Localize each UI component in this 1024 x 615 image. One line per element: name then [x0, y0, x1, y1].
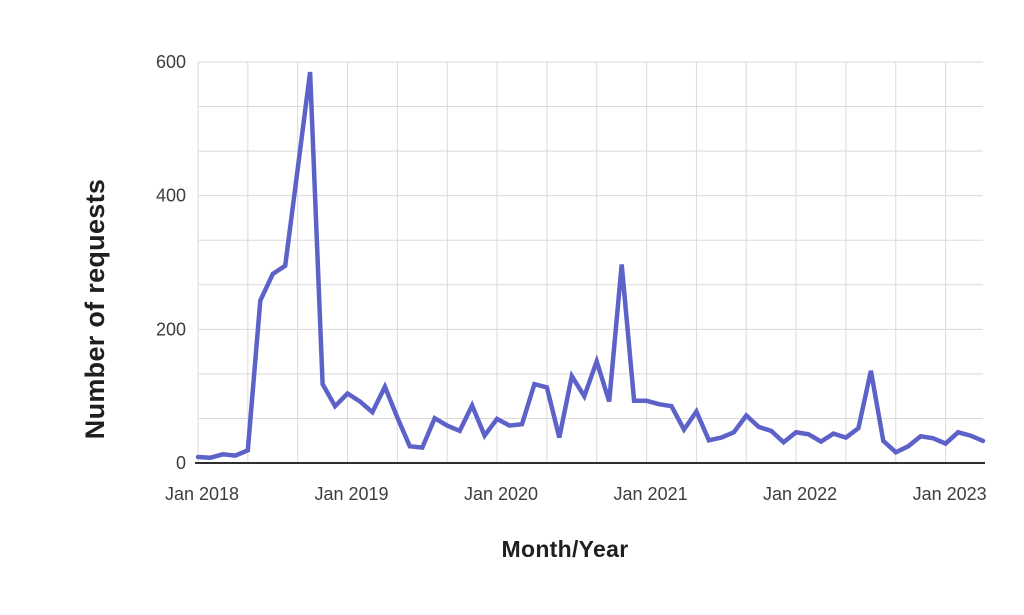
x-tick-label: Jan 2021 [614, 484, 688, 504]
y-tick-label: 200 [156, 319, 186, 339]
x-tick-label: Jan 2019 [314, 484, 388, 504]
y-tick-label: 0 [176, 453, 186, 473]
y-tick-label: 600 [156, 52, 186, 72]
x-tick-label: Jan 2022 [763, 484, 837, 504]
y-tick-label: 400 [156, 186, 186, 206]
x-tick-label: Jan 2020 [464, 484, 538, 504]
x-tick-label: Jan 2023 [913, 484, 987, 504]
x-tick-label: Jan 2018 [165, 484, 239, 504]
x-axis-title: Month/Year [501, 536, 629, 562]
requests-line-series [195, 71, 986, 460]
